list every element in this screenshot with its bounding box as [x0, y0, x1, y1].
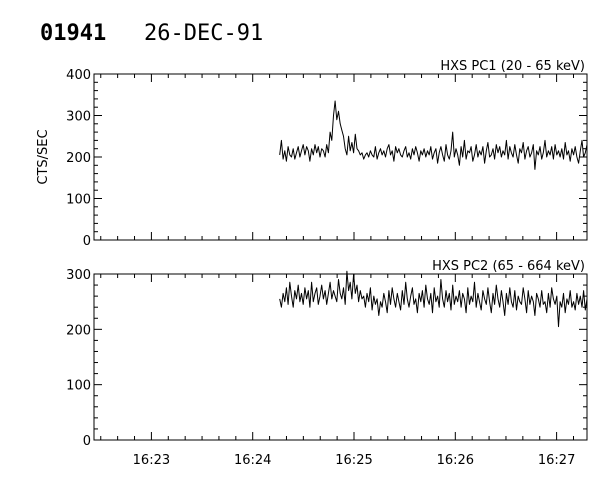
y-tick-label: 200: [66, 151, 91, 166]
event-date: 26-DEC-91: [144, 21, 263, 46]
panel-title: HXS PC1 (20 - 65 keV): [440, 59, 585, 74]
y-tick-label: 0: [83, 434, 91, 449]
y-tick-label: 300: [66, 110, 91, 125]
x-tick-label: 16:25: [335, 453, 372, 468]
y-axis-label: CTS/SEC: [36, 129, 51, 184]
x-tick-label: 16:27: [538, 453, 575, 468]
y-tick-label: 200: [66, 323, 91, 338]
x-tick-label: 16:23: [133, 453, 170, 468]
panel-title: HXS PC2 (65 - 664 keV): [432, 259, 585, 274]
y-tick-label: 300: [66, 268, 91, 283]
y-tick-label: 100: [66, 379, 91, 394]
x-tick-label: 16:24: [234, 453, 271, 468]
plot-frame: [93, 273, 588, 441]
event-id: 01941: [40, 21, 106, 46]
series-line: [279, 270, 588, 328]
y-tick-label: 100: [66, 193, 91, 208]
panel-pc1: HXS PC1 (20 - 65 keV) CTS/SEC 0 100 200 300 40…: [36, 59, 588, 249]
panel-pc2: HXS PC2 (65 - 664 keV) 0 100 200 300 16:23 16:…: [66, 259, 588, 468]
x-tick-label: 16:26: [437, 453, 474, 468]
y-tick-label: 400: [66, 68, 91, 83]
y-tick-label: 0: [83, 234, 91, 249]
series-line: [279, 100, 588, 170]
